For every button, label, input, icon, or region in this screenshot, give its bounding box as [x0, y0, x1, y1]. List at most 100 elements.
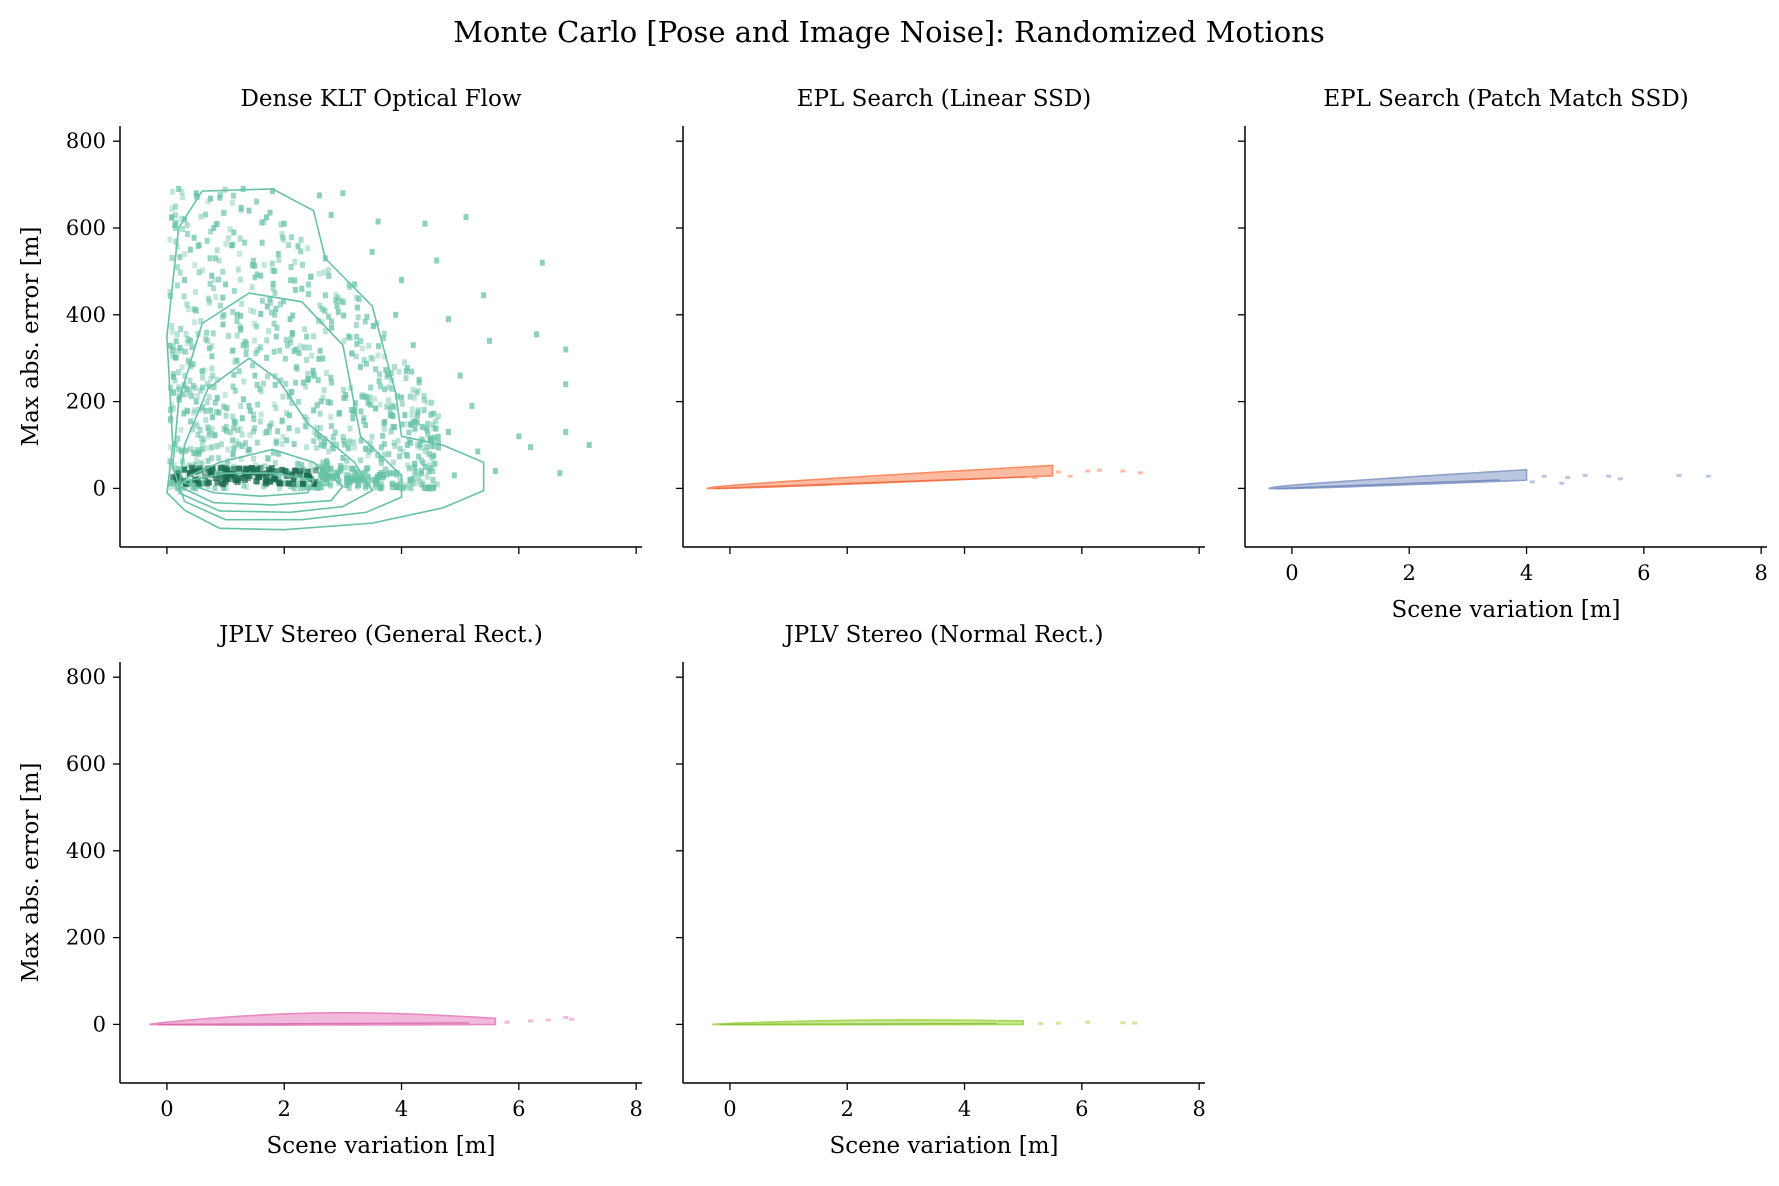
- plot-area: [712, 1019, 1138, 1026]
- hist-cell: [178, 447, 184, 454]
- density-band: [706, 465, 1053, 489]
- chart-panel-2: EPL Search (Linear SSD): [676, 86, 1205, 554]
- y-axis-label: Max abs. error [m]: [18, 763, 44, 983]
- hist-cell: [183, 407, 189, 414]
- hist-cell: [223, 412, 229, 419]
- hist-cell: [451, 472, 457, 479]
- hist-cell: [386, 384, 392, 391]
- hist-cell: [224, 484, 230, 491]
- hist-cell: [262, 473, 269, 480]
- hist-cell: [414, 412, 420, 419]
- hist-cell: [322, 307, 328, 314]
- hist-cell: [377, 383, 383, 390]
- hist-cell: [283, 336, 289, 343]
- hist-cell: [320, 355, 326, 362]
- hist-cell: [434, 257, 440, 264]
- hist-cell: [201, 436, 207, 443]
- hist-cell: [390, 459, 396, 466]
- hist-cell: [249, 284, 255, 291]
- hist-cell: [175, 435, 181, 442]
- hist-cell: [311, 372, 317, 379]
- hist-cell: [179, 189, 185, 196]
- hist-cell: [258, 411, 264, 418]
- hist-cell: [198, 387, 204, 394]
- x-tick-label: 6: [1637, 561, 1650, 585]
- figure-title: Monte Carlo [Pose and Image Noise]: Rand…: [453, 15, 1325, 49]
- hist-cell: [252, 425, 258, 432]
- hist-cell: [431, 482, 437, 489]
- hist-cell: [347, 425, 353, 432]
- hist-cell: [272, 468, 279, 475]
- hist-cell: [180, 225, 186, 232]
- hist-cell: [348, 465, 355, 472]
- chart-panel-1: 0 200 400 600 800 Dense KLT Optical Flow Max a…: [18, 86, 642, 554]
- hist-cell: [254, 271, 260, 278]
- hist-cell: [182, 251, 188, 258]
- hist-cell: [175, 446, 181, 453]
- hist-cell: [431, 425, 437, 432]
- hist-cell: [361, 357, 367, 364]
- hist-cell: [318, 484, 324, 491]
- hist-cell: [172, 203, 178, 210]
- hist-cell: [213, 294, 219, 301]
- hist-cell: [264, 303, 270, 310]
- hist-cell: [174, 264, 180, 271]
- hist-cell: [208, 407, 214, 414]
- y-tick-label: 200: [66, 390, 106, 414]
- hist-cell: [190, 484, 196, 491]
- hist-cell: [208, 195, 214, 202]
- hist-cell: [289, 389, 295, 396]
- hist-cell: [412, 460, 418, 467]
- hist-cell: [246, 402, 252, 409]
- hist-cell: [322, 436, 328, 443]
- hist-cell: [417, 441, 423, 448]
- hist-cell: [372, 484, 378, 491]
- hist-cell: [212, 255, 218, 262]
- hist-cell: [376, 343, 382, 350]
- hist-cell: [294, 481, 300, 488]
- hist-cell: [257, 418, 263, 425]
- hist-cell: [231, 466, 238, 473]
- x-axis-label: Scene variation [m]: [1391, 597, 1620, 623]
- hist-cell: [306, 484, 312, 491]
- hist-cell: [268, 309, 274, 316]
- hist-cell: [203, 417, 209, 424]
- hist-cell: [1055, 1021, 1061, 1025]
- hist-cell: [243, 465, 250, 472]
- hist-cell: [314, 431, 320, 438]
- hist-cell: [255, 347, 261, 354]
- density-contour: [1277, 479, 1501, 490]
- hist-cell: [223, 281, 229, 288]
- hist-cell: [189, 344, 195, 351]
- hist-cell: [314, 444, 320, 451]
- hist-cell: [481, 292, 487, 299]
- hist-cell: [318, 424, 324, 431]
- plot-area: [149, 1011, 575, 1026]
- hist-cell: [235, 266, 241, 273]
- hist-cell: [373, 405, 379, 412]
- hist-cell: [214, 220, 220, 227]
- hist-cell: [235, 469, 241, 476]
- hist-cell: [254, 323, 260, 330]
- hist-cell: [251, 455, 257, 462]
- x-tick-label: 2: [841, 1097, 854, 1121]
- hist-cell: [198, 318, 204, 325]
- hist-cell: [209, 353, 215, 360]
- hist-cell: [421, 407, 427, 414]
- hist-cell: [316, 484, 322, 491]
- hist-cell: [193, 421, 199, 428]
- hist-cell: [383, 366, 389, 373]
- hist-cell: [410, 475, 416, 482]
- hist-cell: [406, 484, 412, 491]
- hist-cell: [183, 330, 189, 337]
- hist-cell: [240, 185, 246, 192]
- hist-cell: [171, 462, 177, 469]
- hist-cell: [258, 272, 264, 279]
- y-tick-label: 600: [66, 216, 106, 240]
- hist-cell: [369, 433, 375, 440]
- hist-cell: [205, 295, 211, 302]
- hist-cell: [168, 384, 174, 391]
- hist-cell: [188, 418, 194, 425]
- hist-cell: [416, 453, 422, 460]
- hist-cell: [207, 255, 213, 262]
